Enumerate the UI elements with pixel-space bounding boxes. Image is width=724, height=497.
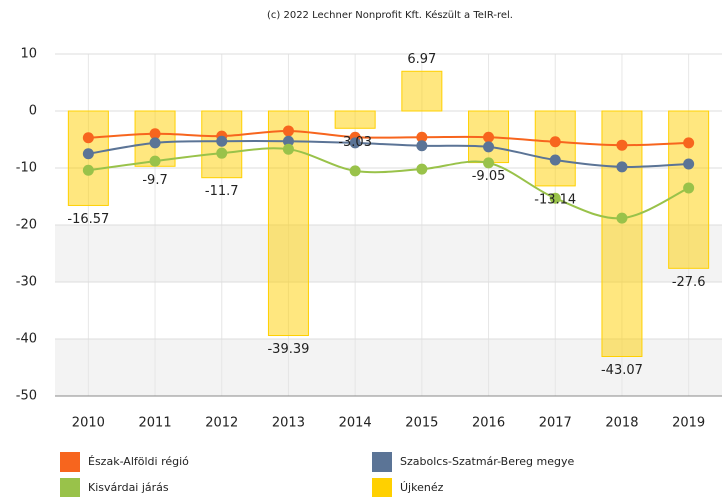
x-tick-label: 2014 xyxy=(339,416,372,431)
x-tick-label: 2012 xyxy=(205,416,238,431)
legend-label: Szabolcs-Szatmár-Bereg megye xyxy=(400,455,574,468)
point xyxy=(616,139,628,151)
x-tick-label: 2017 xyxy=(539,416,572,431)
x-tick-label: 2015 xyxy=(405,416,438,431)
line xyxy=(88,129,689,147)
data-label: -13.14 xyxy=(534,192,576,207)
x-tick-label: 2010 xyxy=(72,416,105,431)
x-tick-label: 2011 xyxy=(139,416,172,431)
bar xyxy=(334,110,376,129)
line xyxy=(88,139,689,168)
point xyxy=(549,136,561,148)
legend-label: Újkenéz xyxy=(400,481,444,494)
point xyxy=(149,128,161,140)
point xyxy=(149,137,161,149)
point xyxy=(616,212,628,224)
point xyxy=(82,132,94,144)
chart-subtitle: (c) 2022 Lechner Nonprofit Kft. Készült … xyxy=(267,9,513,21)
x-tick-label: 2013 xyxy=(272,416,305,431)
data-label: -39.39 xyxy=(267,342,309,357)
point xyxy=(349,165,361,177)
bar xyxy=(534,110,576,187)
legend-label: Észak-Alföldi régió xyxy=(88,455,189,468)
data-label: -9.05 xyxy=(472,169,506,184)
legend-swatch xyxy=(60,452,80,472)
y-tick-label: -50 xyxy=(16,389,37,404)
y-tick-label: 10 xyxy=(20,47,37,62)
y-tick-label: 0 xyxy=(29,104,37,119)
point xyxy=(616,161,628,173)
data-label: -11.7 xyxy=(205,184,239,199)
point xyxy=(349,137,361,149)
data-label: 6.97 xyxy=(407,52,436,67)
point xyxy=(549,154,561,166)
point xyxy=(483,141,495,153)
bar xyxy=(401,70,443,112)
point xyxy=(282,143,294,155)
bar xyxy=(601,110,643,357)
x-tick-label: 2019 xyxy=(672,416,705,431)
legend-label: Kisvárdai járás xyxy=(88,481,169,494)
point xyxy=(82,148,94,160)
point xyxy=(82,164,94,176)
point xyxy=(282,125,294,137)
x-tick-label: 2018 xyxy=(605,416,638,431)
point xyxy=(483,131,495,143)
point xyxy=(282,135,294,147)
data-label: -9.7 xyxy=(142,173,167,188)
point xyxy=(416,163,428,175)
data-label: -3.03 xyxy=(338,135,372,150)
point xyxy=(683,158,695,170)
y-tick-label: -40 xyxy=(16,332,37,347)
y-tick-label: -20 xyxy=(16,218,37,233)
line xyxy=(88,147,690,220)
point xyxy=(216,147,228,159)
legend-swatch xyxy=(372,478,392,497)
y-tick-label: -30 xyxy=(16,275,37,290)
point xyxy=(683,137,695,149)
y-tick-label: -10 xyxy=(16,161,37,176)
point xyxy=(416,131,428,143)
legend-swatch xyxy=(60,478,80,497)
point xyxy=(149,155,161,167)
data-label: -27.6 xyxy=(672,275,706,290)
point xyxy=(549,192,561,204)
point xyxy=(483,157,495,169)
legend-swatch xyxy=(372,452,392,472)
point xyxy=(683,182,695,194)
data-label: -16.57 xyxy=(67,212,109,227)
point xyxy=(216,135,228,147)
point xyxy=(416,140,428,152)
data-label: -43.07 xyxy=(601,363,643,378)
x-tick-label: 2016 xyxy=(472,416,505,431)
